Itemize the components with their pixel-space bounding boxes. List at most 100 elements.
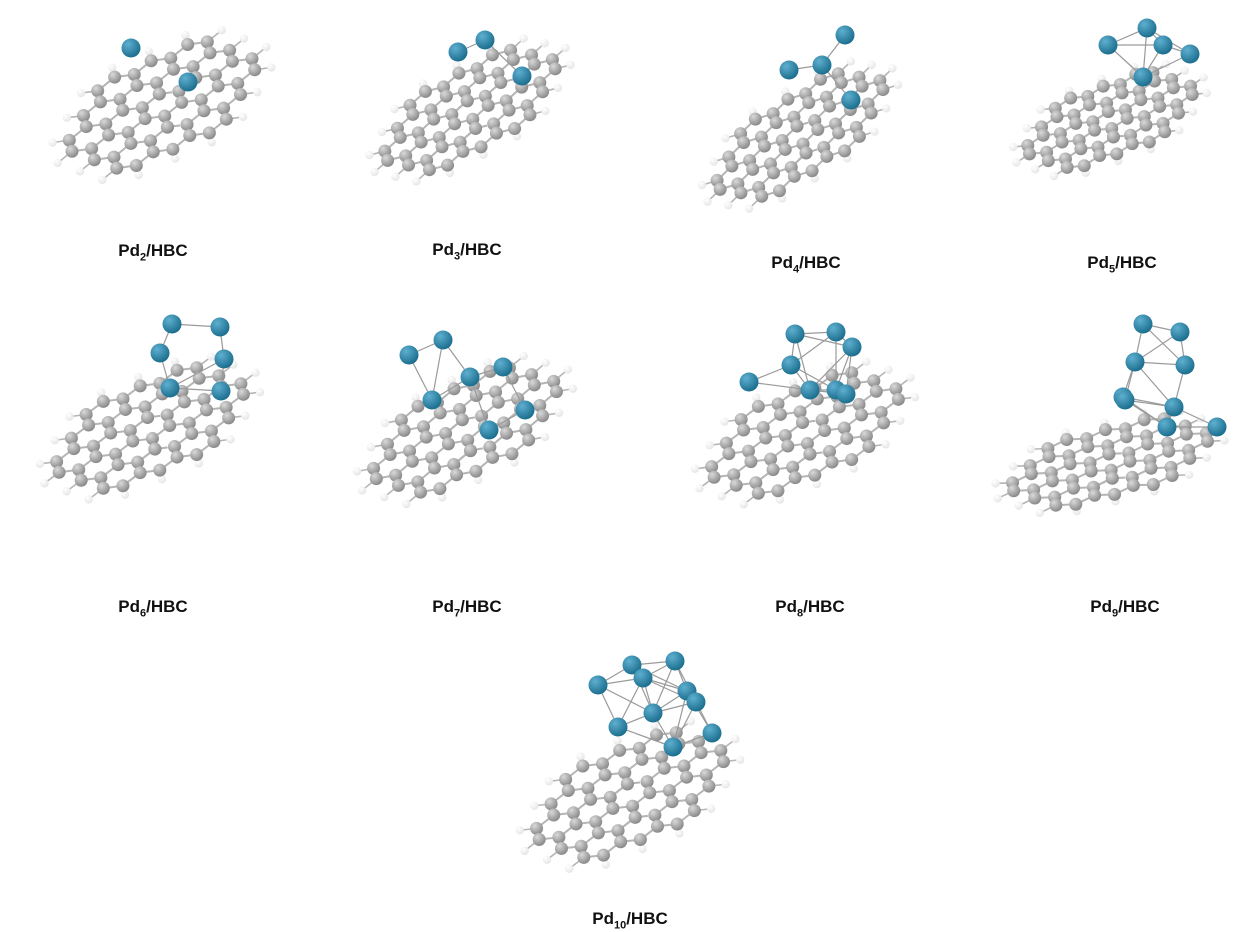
- carbon-atom: [489, 126, 503, 140]
- carbon-atom: [552, 830, 566, 844]
- hydrogen-atom: [544, 777, 554, 786]
- hydrogen-atom: [483, 358, 492, 367]
- carbon-atom: [837, 421, 851, 435]
- carbon-atom: [1060, 160, 1074, 174]
- carbon-atom: [766, 166, 780, 180]
- hydrogen-atom: [181, 30, 190, 40]
- carbon-atom: [1153, 99, 1167, 113]
- carbon-atom: [506, 52, 520, 66]
- carbon-atom: [491, 395, 505, 409]
- panel-pd10: [495, 651, 775, 880]
- hydrogen-atom: [402, 499, 411, 509]
- hydrogen-atom: [706, 804, 716, 813]
- carbon-atom: [869, 384, 883, 398]
- carbon-atom: [840, 431, 854, 445]
- atom-layer: [697, 57, 903, 213]
- carbon-atom: [190, 361, 204, 375]
- carbon-atom: [620, 777, 634, 791]
- carbon-atom: [813, 72, 827, 86]
- carbon-atom: [1108, 487, 1122, 501]
- carbon-atom: [219, 112, 233, 126]
- hydrogen-atom: [881, 440, 890, 449]
- hydrogen-atom: [411, 393, 420, 402]
- pd-atom: [665, 651, 685, 671]
- pd-atom: [493, 357, 513, 377]
- carbon-atom: [771, 484, 785, 498]
- carbon-atom: [99, 117, 113, 131]
- carbon-atom: [138, 400, 152, 414]
- caption-subscript: 9: [1112, 607, 1119, 620]
- hydrogen-atom: [705, 441, 714, 450]
- carbon-atom: [170, 363, 184, 377]
- carbon-atom: [716, 755, 730, 769]
- carbon-atom: [1102, 447, 1116, 461]
- panel-pd9: [985, 312, 1253, 537]
- carbon-atom: [456, 144, 470, 158]
- carbon-atom: [72, 463, 86, 477]
- carbon-atom: [79, 407, 93, 421]
- pd-atom: [150, 343, 170, 363]
- carbon-atom: [211, 79, 225, 93]
- hydrogen-atom: [695, 484, 704, 493]
- hydrogen-atom: [601, 860, 610, 869]
- hydrogen-atom: [867, 60, 876, 70]
- carbon-atom: [746, 162, 760, 176]
- carbon-atom: [166, 62, 180, 76]
- carbon-atom: [1074, 142, 1088, 156]
- carbon-atom: [108, 70, 122, 84]
- pd-atom: [1133, 314, 1153, 334]
- carbon-atom: [89, 450, 103, 464]
- carbon-atom: [1036, 128, 1050, 142]
- pd-pd-bond: [597, 684, 654, 714]
- carbon-atom: [626, 799, 640, 813]
- hydrogen-atom: [638, 844, 647, 854]
- hydrogen-atom: [255, 387, 265, 397]
- hydrogen-atom: [366, 443, 376, 452]
- carbon-atom: [1166, 81, 1180, 95]
- carbon-atom: [876, 83, 890, 97]
- hydrogen-atom: [752, 393, 761, 402]
- carbon-atom: [1171, 106, 1185, 120]
- carbon-atom: [823, 99, 837, 113]
- hydrogen-atom: [788, 377, 798, 387]
- carbon-atom: [148, 442, 162, 456]
- hydrogen-atom: [352, 467, 362, 476]
- pd-atom: [739, 372, 759, 392]
- pd-pd-bond: [431, 339, 444, 401]
- pd-atom: [479, 420, 499, 440]
- pd-pd-bond: [748, 381, 811, 391]
- hydrogen-atom: [447, 375, 456, 385]
- carbon-atom: [596, 757, 610, 771]
- carbon-atom: [576, 759, 590, 773]
- carbon-atom: [383, 448, 397, 462]
- carbon-atom: [164, 51, 178, 65]
- hydrogen-atom: [906, 373, 915, 382]
- carbon-atom: [1134, 93, 1148, 107]
- carbon-atom: [547, 808, 561, 822]
- carbon-atom: [741, 444, 755, 458]
- pd-atom: [178, 72, 198, 92]
- caption-subscript: 6: [140, 607, 147, 620]
- caption-subscript: 8: [797, 607, 804, 620]
- carbon-atom: [1105, 471, 1119, 485]
- carbon-atom: [455, 413, 469, 427]
- pd-atom: [460, 367, 480, 387]
- carbon-atom: [450, 468, 464, 482]
- carbon-atom: [1028, 491, 1042, 505]
- carbon-atom: [411, 475, 425, 489]
- carbon-atom: [1144, 461, 1158, 475]
- hydrogen-atom: [910, 392, 920, 402]
- hydrogen-atom: [576, 752, 585, 761]
- hydrogen-atom: [1031, 165, 1040, 174]
- hydrogen-atom: [739, 500, 748, 509]
- carbon-atom: [85, 142, 99, 156]
- pd-atom: [842, 337, 862, 357]
- carbon-atom: [133, 466, 147, 480]
- carbon-atom: [786, 460, 800, 474]
- hydrogen-atom: [1012, 158, 1021, 167]
- carbon-atom: [1142, 135, 1156, 149]
- pd-atom: [1175, 355, 1195, 375]
- hydrogen-atom: [194, 459, 203, 468]
- pd-atom: [422, 390, 442, 410]
- carbon-atom: [1081, 440, 1095, 454]
